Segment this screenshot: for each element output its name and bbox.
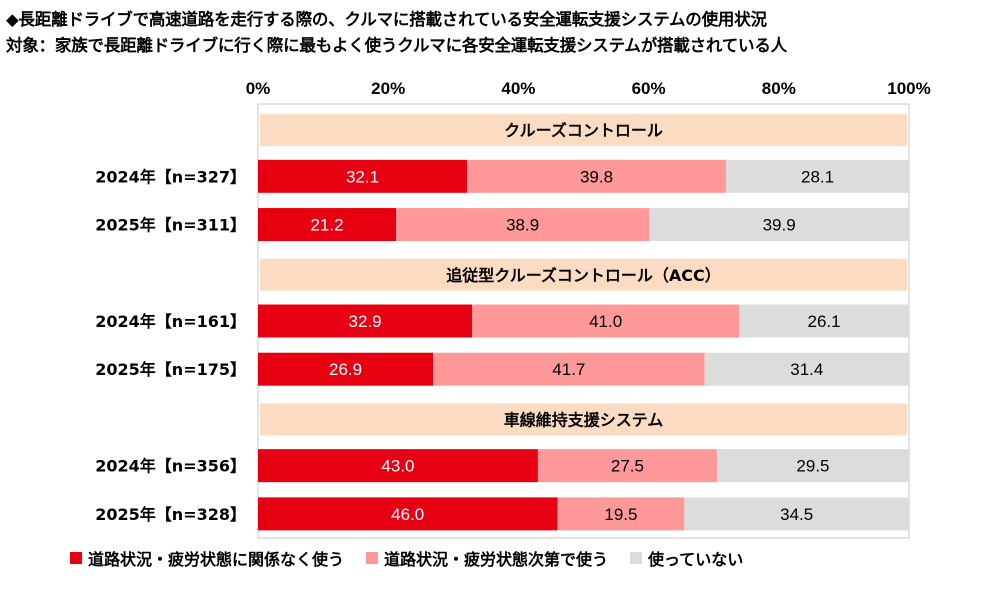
data-label: 43.0 xyxy=(381,457,414,476)
group-header-label: クルーズコントロール xyxy=(504,121,663,140)
x-tick-label: 80% xyxy=(762,79,796,98)
legend-item-conditional: 道路状況・疲労状態次第で使う xyxy=(366,546,608,570)
legend-item-always: 道路状況・疲労状態に関係なく使う xyxy=(70,546,344,570)
x-tick-label: 20% xyxy=(371,79,405,98)
bar-segment xyxy=(258,352,434,386)
group-header-label: 追従型クルーズコントロール（ACC） xyxy=(446,266,721,285)
bar-segment xyxy=(739,304,909,338)
group-header-band xyxy=(260,258,907,291)
data-label: 32.9 xyxy=(349,312,382,331)
bar-segment xyxy=(258,208,397,242)
data-label: 26.9 xyxy=(329,360,362,379)
bar-segment xyxy=(258,497,558,531)
data-label: 26.1 xyxy=(807,312,840,331)
bar-segment xyxy=(537,449,717,483)
bar-segment xyxy=(258,449,538,483)
legend-item-not-used: 使っていない xyxy=(630,546,743,570)
legend-label-not-used: 使っていない xyxy=(648,550,744,569)
category-label: 2025年【n=328】 xyxy=(95,505,246,524)
bar-segment xyxy=(433,352,705,386)
category-label: 2025年【n=175】 xyxy=(95,360,246,379)
category-label: 2024年【n=356】 xyxy=(95,457,246,476)
category-label: 2025年【n=311】 xyxy=(95,216,246,235)
category-label: 2024年【n=327】 xyxy=(95,167,246,186)
data-label: 39.9 xyxy=(763,216,796,235)
legend: 道路状況・疲労状態に関係なく使う 道路状況・疲労状態次第で使う 使っていない xyxy=(70,546,743,570)
bar-segment xyxy=(716,449,909,483)
data-label: 21.2 xyxy=(310,216,343,235)
bar-segment xyxy=(466,159,727,193)
data-label: 41.7 xyxy=(552,360,585,379)
legend-label-always: 道路状況・疲労状態に関係なく使う xyxy=(88,550,345,569)
data-label: 41.0 xyxy=(589,312,622,331)
bar-segment xyxy=(557,497,685,531)
chart-title: ◆長距離ドライブで高速道路を走行する際の、クルマに搭載されている安全運転支援シス… xyxy=(6,10,767,29)
x-tick-label: 60% xyxy=(632,79,666,98)
bar-segment xyxy=(684,497,909,531)
data-label: 46.0 xyxy=(391,505,424,524)
data-label: 31.4 xyxy=(790,360,823,379)
group-header-band xyxy=(260,403,907,436)
x-tick-label: 100% xyxy=(887,79,930,98)
data-label: 19.5 xyxy=(604,505,637,524)
x-tick-label: 0% xyxy=(246,79,271,98)
bar-segment xyxy=(649,208,909,242)
data-label: 32.1 xyxy=(346,167,379,186)
data-label: 27.5 xyxy=(611,457,644,476)
bar-segment xyxy=(258,304,473,338)
group-header-band xyxy=(260,114,907,147)
bar-segment xyxy=(726,159,909,193)
legend-swatch-not-used xyxy=(630,552,643,564)
bar-segment xyxy=(704,352,909,386)
legend-swatch-always xyxy=(70,552,82,564)
data-label: 34.5 xyxy=(780,505,813,524)
data-label: 39.8 xyxy=(580,167,613,186)
chart-subtitle: 対象：家族で長距離ドライブに行く際に最もよく使うクルマに各安全運転支援システムが… xyxy=(6,36,787,55)
data-label: 29.5 xyxy=(796,457,829,476)
category-label: 2024年【n=161】 xyxy=(95,312,246,331)
bar-segment xyxy=(396,208,650,242)
bar-segment xyxy=(258,159,467,193)
data-label: 38.9 xyxy=(506,216,539,235)
x-tick-label: 40% xyxy=(501,79,535,98)
legend-swatch-conditional xyxy=(366,552,379,564)
legend-label-conditional: 道路状況・疲労状態次第で使う xyxy=(384,550,609,569)
data-label: 28.1 xyxy=(801,167,834,186)
group-header-label: 車線維持支援システム xyxy=(504,410,664,429)
bar-segment xyxy=(472,304,740,338)
